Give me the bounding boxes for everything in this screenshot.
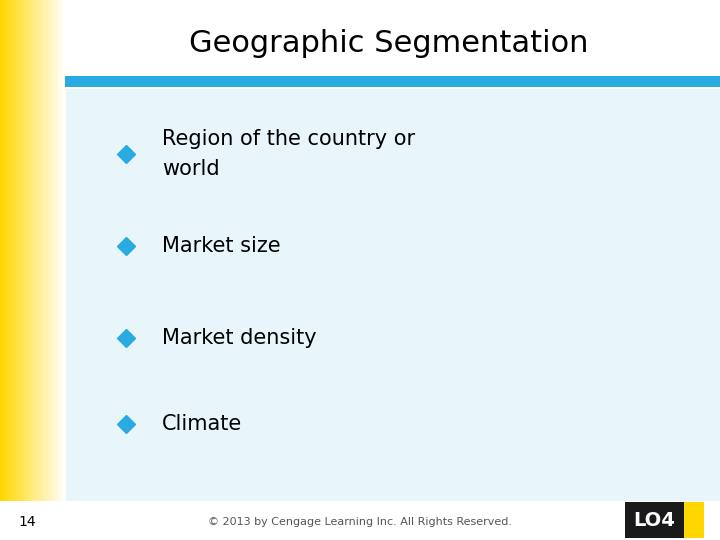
FancyBboxPatch shape [29, 0, 32, 540]
FancyBboxPatch shape [65, 89, 720, 508]
FancyBboxPatch shape [26, 0, 28, 540]
FancyBboxPatch shape [14, 0, 17, 540]
FancyBboxPatch shape [49, 0, 51, 540]
FancyBboxPatch shape [52, 0, 54, 540]
FancyBboxPatch shape [65, 0, 720, 76]
FancyBboxPatch shape [18, 0, 20, 540]
FancyBboxPatch shape [8, 0, 10, 540]
Text: Market density: Market density [162, 327, 317, 348]
FancyBboxPatch shape [40, 0, 43, 540]
FancyBboxPatch shape [63, 0, 66, 540]
FancyBboxPatch shape [21, 0, 23, 540]
FancyBboxPatch shape [42, 0, 45, 540]
FancyBboxPatch shape [27, 0, 30, 540]
FancyBboxPatch shape [61, 0, 64, 540]
FancyBboxPatch shape [57, 0, 59, 540]
FancyBboxPatch shape [5, 0, 7, 540]
FancyBboxPatch shape [32, 0, 35, 540]
Text: © 2013 by Cengage Learning Inc. All Rights Reserved.: © 2013 by Cengage Learning Inc. All Righ… [208, 517, 512, 527]
FancyBboxPatch shape [37, 0, 40, 540]
Text: LO4: LO4 [634, 510, 675, 530]
FancyBboxPatch shape [31, 0, 33, 540]
Text: Climate: Climate [162, 414, 242, 434]
FancyBboxPatch shape [10, 0, 12, 540]
Text: 14: 14 [18, 515, 35, 529]
FancyBboxPatch shape [23, 0, 25, 540]
FancyBboxPatch shape [16, 0, 19, 540]
FancyBboxPatch shape [65, 76, 720, 87]
FancyBboxPatch shape [60, 0, 63, 540]
Text: Geographic Segmentation: Geographic Segmentation [189, 29, 588, 58]
FancyBboxPatch shape [13, 0, 15, 540]
Text: world: world [162, 159, 220, 179]
FancyBboxPatch shape [3, 0, 6, 540]
FancyBboxPatch shape [50, 0, 53, 540]
FancyBboxPatch shape [45, 0, 48, 540]
FancyBboxPatch shape [19, 0, 22, 540]
FancyBboxPatch shape [684, 502, 704, 538]
FancyBboxPatch shape [53, 0, 56, 540]
FancyBboxPatch shape [34, 0, 36, 540]
FancyBboxPatch shape [24, 0, 27, 540]
FancyBboxPatch shape [625, 502, 684, 538]
FancyBboxPatch shape [44, 0, 46, 540]
FancyBboxPatch shape [0, 0, 2, 540]
FancyBboxPatch shape [55, 0, 58, 540]
FancyBboxPatch shape [12, 0, 14, 540]
FancyBboxPatch shape [39, 0, 41, 540]
FancyBboxPatch shape [1, 0, 4, 540]
FancyBboxPatch shape [47, 0, 50, 540]
FancyBboxPatch shape [58, 0, 60, 540]
Text: Market size: Market size [162, 235, 281, 256]
FancyBboxPatch shape [36, 0, 38, 540]
FancyBboxPatch shape [0, 501, 720, 540]
Text: Region of the country or: Region of the country or [162, 129, 415, 149]
FancyBboxPatch shape [6, 0, 9, 540]
